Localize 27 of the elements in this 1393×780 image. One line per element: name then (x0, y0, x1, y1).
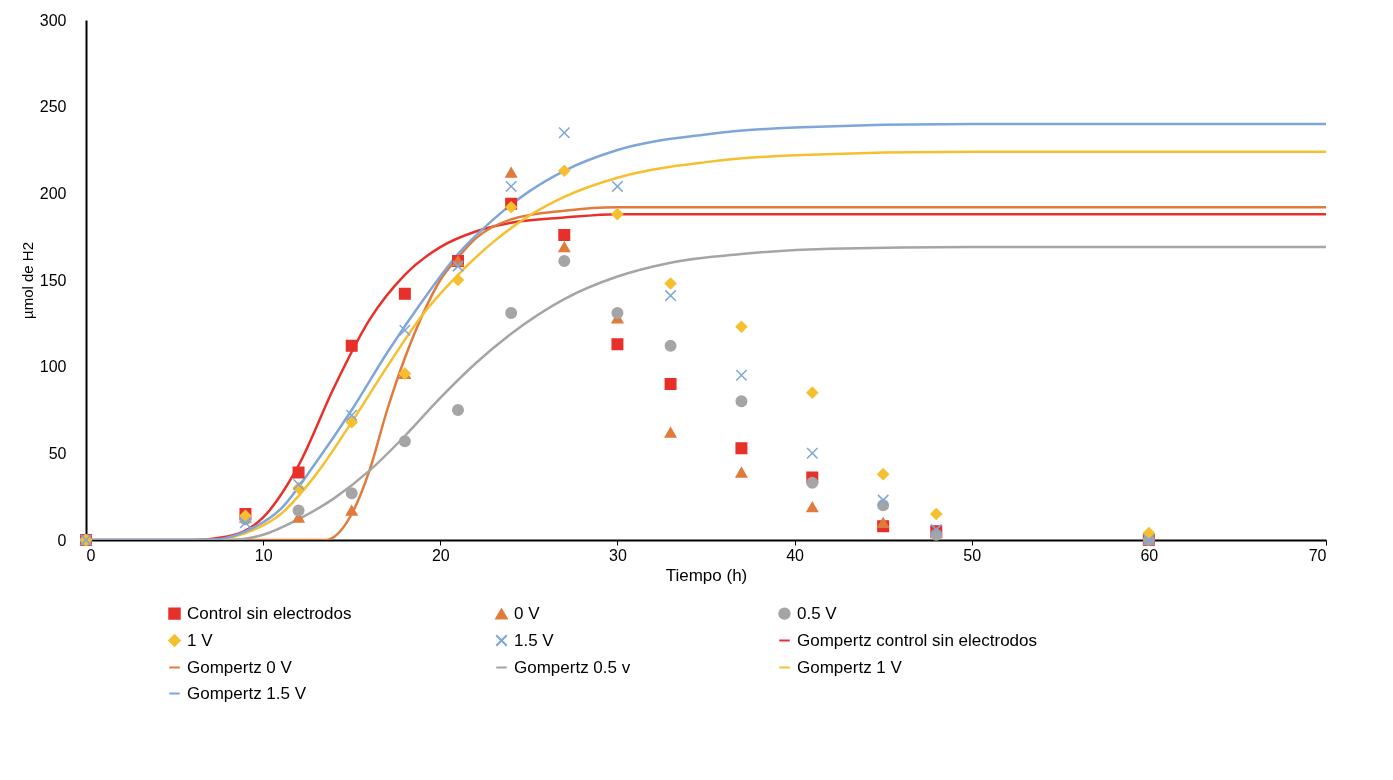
legend-label: 0.5 V (797, 603, 838, 623)
legend-label: Control sin electrodos (187, 603, 352, 623)
x-tick-label: 50 (963, 546, 982, 564)
x-tick-label: 20 (431, 546, 450, 564)
y-tick-label: 50 (48, 444, 67, 462)
y-tick-label: 150 (39, 271, 67, 289)
legend-label: Gompertz control sin electrodos (797, 630, 1037, 650)
x-tick-label: 0 (86, 546, 96, 564)
x-tick-label: 10 (254, 546, 273, 564)
legend-label: Gompertz 1 V (797, 657, 903, 677)
legend-label: 1 V (187, 630, 214, 650)
y-axis-title: µmol de H2 (18, 241, 36, 320)
y-tick-label: 0 (57, 531, 67, 549)
y-tick-label: 250 (39, 98, 67, 116)
legend-label: Gompertz 0 V (187, 657, 293, 677)
x-axis-title: Tiempo (h) (665, 565, 748, 585)
x-tick-label: 40 (786, 546, 805, 564)
y-tick-label: 300 (39, 11, 67, 29)
legend-label: Gompertz 0.5 v (514, 657, 631, 677)
legend-label: 0 V (514, 603, 541, 623)
legend-label: 1.5 V (514, 630, 555, 650)
legend-label: Gompertz 1.5 V (187, 683, 307, 703)
y-tick-label: 100 (39, 358, 67, 376)
x-tick-label: 70 (1308, 546, 1327, 564)
y-tick-label: 200 (39, 184, 67, 202)
x-tick-label: 30 (609, 546, 627, 564)
x-tick-label: 60 (1140, 546, 1159, 564)
